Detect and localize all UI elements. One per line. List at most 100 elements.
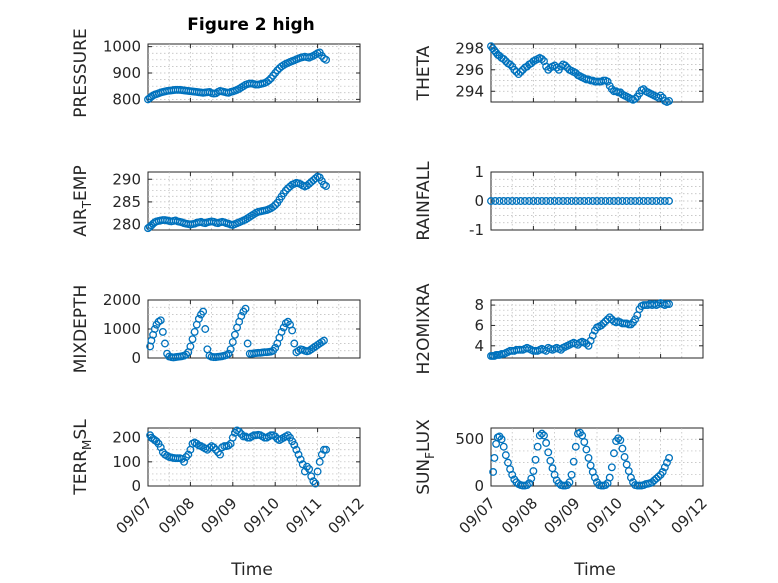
rainfall-point	[648, 197, 657, 205]
air-temp-ytick-label: 280	[112, 216, 141, 234]
rainfall-point	[537, 197, 546, 205]
sun-flux-xtick-label: 09/11	[625, 494, 668, 537]
sun-flux-point	[490, 453, 499, 462]
mixdepth-point	[241, 304, 250, 313]
theta-point	[665, 96, 674, 105]
rainfall-point	[550, 197, 559, 205]
terr-msl-point	[192, 439, 201, 448]
h2omixra-point	[665, 300, 674, 309]
rainfall-point	[563, 197, 572, 205]
terr-msl-xtick-label: 09/07	[113, 494, 156, 537]
sun-flux-point	[610, 449, 618, 458]
sun-flux-point	[626, 473, 635, 482]
rainfall-point	[495, 197, 504, 205]
pressure-point	[273, 66, 282, 75]
theta-ylabel: THETA	[414, 45, 434, 101]
theta-point	[631, 94, 640, 103]
terr-msl-point	[283, 431, 292, 440]
sun-flux-panel: 0 500 09/07 09/08 09/09 09/10 09/11 09/12 SUNFLU…	[414, 419, 711, 580]
rainfall-point	[504, 197, 512, 205]
rainfall-point	[576, 197, 584, 205]
theta-series	[487, 42, 674, 106]
h2omixra-series	[487, 299, 674, 360]
mixdepth-point	[230, 330, 239, 339]
mixdepth-point	[188, 335, 197, 344]
rainfall-point	[588, 197, 597, 205]
terr-msl-ylabel: TERRMSL	[71, 419, 94, 496]
rainfall-point	[652, 197, 661, 205]
air-temp-point	[269, 202, 278, 211]
sun-flux-ytick-label: 0	[474, 477, 484, 495]
rainfall-point	[520, 197, 529, 205]
terr-msl-point	[209, 443, 218, 452]
rainfall-point	[656, 197, 665, 205]
mixdepth-point	[226, 345, 235, 354]
sun-flux-point	[544, 448, 553, 457]
h2omixra-point	[586, 336, 595, 345]
sun-flux-xlabel: Time	[573, 560, 616, 580]
terr-msl-point	[313, 467, 322, 476]
terr-msl-point	[290, 440, 299, 449]
terr-msl-point	[296, 455, 305, 464]
air-temp-grid	[148, 172, 360, 230]
air-temp-point	[281, 186, 290, 195]
sun-flux-point	[565, 478, 574, 487]
terr-msl-xtick-label: 09/10	[240, 494, 283, 537]
sun-flux-point	[542, 439, 551, 447]
terr-msl-series	[146, 426, 331, 488]
terr-msl-point	[235, 427, 244, 436]
terr-msl-point	[156, 443, 165, 452]
sun-flux-point	[546, 456, 555, 465]
h2omixra-ylabel: H2OMIXRA	[414, 283, 434, 374]
air-temp-ytick-label: 290	[112, 170, 141, 188]
terr-msl-point	[309, 477, 318, 486]
sun-flux-point	[567, 470, 576, 479]
sun-flux-ylabel: SUNFLUX	[414, 419, 437, 495]
mixdepth-point	[186, 342, 195, 351]
theta-point	[516, 67, 525, 76]
mixdepth-point	[194, 314, 203, 323]
sun-flux-point	[569, 457, 578, 466]
rainfall-ytick-label: 0	[474, 192, 484, 210]
sun-flux-point	[508, 470, 517, 479]
sun-flux-point	[620, 453, 629, 461]
mixdepth-point	[150, 325, 159, 333]
sun-flux-point	[654, 472, 663, 481]
mixdepth-point	[243, 339, 252, 348]
sun-flux-point	[658, 468, 667, 476]
pressure-panel: 800 900 1000 PRESSURE	[71, 28, 361, 118]
rainfall-point	[512, 197, 521, 205]
theta-point	[603, 77, 612, 86]
mixdepth-point	[224, 349, 233, 358]
rainfall-point	[559, 197, 568, 205]
rainfall-point	[639, 197, 648, 205]
mixdepth-point	[182, 350, 191, 359]
mixdepth-point	[199, 307, 208, 316]
terr-msl-point	[152, 437, 161, 446]
pressure-point	[322, 55, 331, 64]
terr-msl-point	[305, 465, 314, 474]
sun-flux-point	[614, 434, 623, 443]
sun-flux-point	[533, 442, 542, 451]
h2omixra-ytick-label: 8	[474, 296, 484, 314]
sun-flux-point	[618, 444, 627, 453]
sun-flux-point	[584, 453, 593, 462]
pressure-ytick-label: 1000	[103, 38, 141, 56]
sun-flux-ytick-label: 500	[455, 430, 484, 448]
mixdepth-point	[320, 336, 328, 345]
terr-msl-point	[182, 453, 191, 461]
rainfall-point	[516, 197, 525, 205]
terr-msl-point	[228, 433, 237, 442]
sun-flux-point	[497, 435, 506, 444]
terr-msl-ytick-label: 100	[112, 453, 141, 471]
sun-flux-series	[489, 428, 674, 490]
terr-msl-point	[311, 479, 320, 488]
rainfall-point	[571, 197, 580, 205]
rainfall-point	[605, 197, 614, 205]
terr-msl-point	[303, 462, 311, 471]
rainfall-point	[525, 197, 534, 205]
sun-flux-point	[660, 463, 669, 472]
rainfall-point	[601, 197, 610, 205]
terr-msl-panel: 0 100 200 09/07 09/08 09/09 09/10 09/11 09/12 TER…	[71, 419, 368, 580]
